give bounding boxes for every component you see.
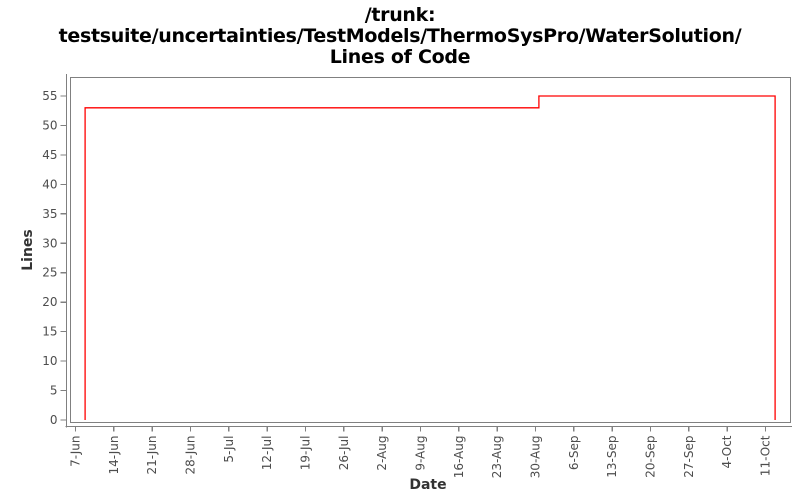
x-axis-title: Date [409,477,446,493]
x-tick-label: 21-Jun [145,436,159,475]
y-axis-title: Lines [20,229,36,271]
chart-title-line-3: Lines of Code [329,46,471,68]
x-tick-label: 9-Aug [413,436,427,471]
data-series [84,95,776,420]
x-tick-label: 27-Sep [682,436,696,478]
x-tick-label: 4-Oct [720,435,734,468]
x-tick-label: 16-Aug [452,436,466,479]
y-tick-label: 45 [42,148,57,162]
y-tick-label: 35 [42,207,57,221]
x-tick-label: 5-Jul [222,436,236,463]
chart-title-line-1: /trunk: [364,4,436,26]
x-tick-label: 30-Aug [528,436,542,479]
x-tick-label: 2-Aug [375,436,389,471]
chart-title: /trunk: testsuite/uncertainties/TestMode… [0,5,800,68]
x-tick-label: 28-Jun [183,436,197,475]
y-tick-label: 30 [42,236,57,250]
y-tick-label: 5 [50,384,58,398]
x-tick-label: 23-Aug [490,435,504,478]
y-tick-label: 50 [42,118,57,132]
x-tick-label: 11-Oct [758,435,772,476]
axis-ticks: 0 5 10 15 20 25 30 35 40 45 50 55 7-Jun 14-Jun 21-Jun 2… [42,89,772,478]
x-tick-label: 12-Jul [260,436,274,471]
loc-line [84,95,776,420]
plot-border [69,76,792,424]
y-tick-label: 15 [42,325,57,339]
y-tick-label: 0 [50,413,58,427]
x-tick-label: 13-Sep [605,436,619,478]
y-tick-label: 55 [42,89,57,103]
x-tick-label: 7-Jun [69,436,83,467]
chart-title-line-2: testsuite/uncertainties/TestModels/Therm… [58,25,742,47]
x-tick-label: 19-Jul [298,436,312,471]
plot-frame [65,74,792,428]
x-tick-label: 14-Jun [107,436,121,475]
y-tick-label: 25 [42,266,57,280]
y-tick-label: 10 [42,354,57,368]
y-tick-label: 20 [42,295,57,309]
x-tick-label: 6-Sep [567,436,581,471]
x-tick-label: 26-Jul [337,436,351,471]
x-tick-label: 20-Sep [643,436,657,478]
y-tick-label: 40 [42,177,57,191]
